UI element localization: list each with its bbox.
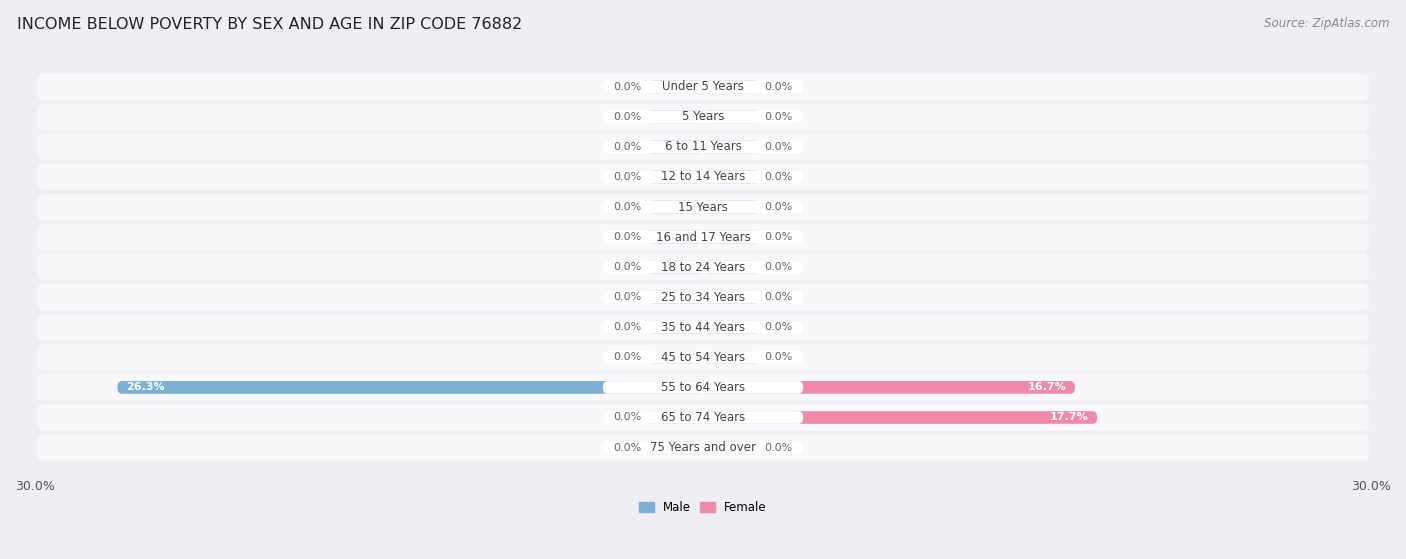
- Text: 0.0%: 0.0%: [614, 202, 643, 212]
- FancyBboxPatch shape: [703, 231, 759, 243]
- Text: 0.0%: 0.0%: [614, 172, 643, 182]
- FancyBboxPatch shape: [37, 164, 1369, 190]
- FancyBboxPatch shape: [703, 141, 759, 153]
- FancyBboxPatch shape: [703, 291, 759, 304]
- Text: 0.0%: 0.0%: [763, 112, 792, 122]
- Text: 0.0%: 0.0%: [614, 82, 643, 92]
- FancyBboxPatch shape: [703, 111, 759, 123]
- Text: 65 to 74 Years: 65 to 74 Years: [661, 411, 745, 424]
- FancyBboxPatch shape: [603, 111, 803, 123]
- FancyBboxPatch shape: [647, 170, 703, 183]
- Text: 16.7%: 16.7%: [1028, 382, 1066, 392]
- Text: 0.0%: 0.0%: [614, 323, 643, 332]
- Text: 75 Years and over: 75 Years and over: [650, 441, 756, 454]
- Text: Source: ZipAtlas.com: Source: ZipAtlas.com: [1264, 17, 1389, 30]
- FancyBboxPatch shape: [703, 441, 759, 454]
- FancyBboxPatch shape: [37, 314, 1369, 340]
- Legend: Male, Female: Male, Female: [640, 501, 766, 514]
- FancyBboxPatch shape: [603, 441, 803, 454]
- FancyBboxPatch shape: [647, 231, 703, 243]
- FancyBboxPatch shape: [603, 201, 803, 214]
- FancyBboxPatch shape: [37, 404, 1369, 431]
- FancyBboxPatch shape: [603, 351, 803, 364]
- FancyBboxPatch shape: [703, 201, 759, 214]
- FancyBboxPatch shape: [37, 103, 1369, 130]
- Text: 17.7%: 17.7%: [1050, 413, 1088, 423]
- FancyBboxPatch shape: [37, 344, 1369, 371]
- Text: 0.0%: 0.0%: [614, 142, 643, 152]
- Text: 0.0%: 0.0%: [614, 292, 643, 302]
- FancyBboxPatch shape: [603, 261, 803, 273]
- FancyBboxPatch shape: [703, 80, 759, 93]
- FancyBboxPatch shape: [603, 321, 803, 334]
- Text: 35 to 44 Years: 35 to 44 Years: [661, 321, 745, 334]
- Text: 5 Years: 5 Years: [682, 110, 724, 124]
- Text: 18 to 24 Years: 18 to 24 Years: [661, 260, 745, 274]
- Text: 0.0%: 0.0%: [763, 292, 792, 302]
- Text: 0.0%: 0.0%: [763, 232, 792, 242]
- Text: 0.0%: 0.0%: [763, 443, 792, 453]
- FancyBboxPatch shape: [37, 224, 1369, 250]
- Text: 0.0%: 0.0%: [614, 413, 643, 423]
- FancyBboxPatch shape: [603, 411, 803, 424]
- FancyBboxPatch shape: [37, 74, 1369, 100]
- FancyBboxPatch shape: [647, 351, 703, 364]
- FancyBboxPatch shape: [603, 170, 803, 183]
- FancyBboxPatch shape: [603, 291, 803, 304]
- FancyBboxPatch shape: [603, 381, 803, 394]
- FancyBboxPatch shape: [603, 80, 803, 93]
- FancyBboxPatch shape: [703, 261, 759, 273]
- Text: 0.0%: 0.0%: [614, 112, 643, 122]
- Text: 0.0%: 0.0%: [763, 202, 792, 212]
- FancyBboxPatch shape: [603, 141, 803, 153]
- FancyBboxPatch shape: [647, 261, 703, 273]
- FancyBboxPatch shape: [703, 411, 1097, 424]
- FancyBboxPatch shape: [647, 291, 703, 304]
- Text: 0.0%: 0.0%: [763, 262, 792, 272]
- FancyBboxPatch shape: [37, 254, 1369, 281]
- Text: 0.0%: 0.0%: [763, 172, 792, 182]
- FancyBboxPatch shape: [647, 411, 703, 424]
- Text: 12 to 14 Years: 12 to 14 Years: [661, 170, 745, 183]
- Text: 0.0%: 0.0%: [763, 82, 792, 92]
- FancyBboxPatch shape: [603, 231, 803, 243]
- FancyBboxPatch shape: [647, 201, 703, 214]
- FancyBboxPatch shape: [37, 434, 1369, 461]
- Text: INCOME BELOW POVERTY BY SEX AND AGE IN ZIP CODE 76882: INCOME BELOW POVERTY BY SEX AND AGE IN Z…: [17, 17, 522, 32]
- Text: 0.0%: 0.0%: [614, 232, 643, 242]
- FancyBboxPatch shape: [647, 321, 703, 334]
- FancyBboxPatch shape: [37, 284, 1369, 310]
- FancyBboxPatch shape: [647, 80, 703, 93]
- FancyBboxPatch shape: [703, 170, 759, 183]
- Text: 26.3%: 26.3%: [127, 382, 165, 392]
- Text: 6 to 11 Years: 6 to 11 Years: [665, 140, 741, 153]
- Text: 0.0%: 0.0%: [763, 323, 792, 332]
- Text: 0.0%: 0.0%: [614, 443, 643, 453]
- Text: 55 to 64 Years: 55 to 64 Years: [661, 381, 745, 394]
- FancyBboxPatch shape: [117, 381, 703, 394]
- FancyBboxPatch shape: [37, 134, 1369, 160]
- Text: 15 Years: 15 Years: [678, 201, 728, 214]
- Text: 0.0%: 0.0%: [763, 352, 792, 362]
- FancyBboxPatch shape: [703, 381, 1076, 394]
- Text: 45 to 54 Years: 45 to 54 Years: [661, 351, 745, 364]
- Text: 25 to 34 Years: 25 to 34 Years: [661, 291, 745, 304]
- FancyBboxPatch shape: [703, 321, 759, 334]
- Text: 0.0%: 0.0%: [614, 262, 643, 272]
- FancyBboxPatch shape: [647, 111, 703, 123]
- FancyBboxPatch shape: [647, 141, 703, 153]
- Text: 0.0%: 0.0%: [763, 142, 792, 152]
- FancyBboxPatch shape: [37, 374, 1369, 401]
- FancyBboxPatch shape: [647, 441, 703, 454]
- FancyBboxPatch shape: [703, 351, 759, 364]
- Text: Under 5 Years: Under 5 Years: [662, 80, 744, 93]
- FancyBboxPatch shape: [37, 194, 1369, 220]
- Text: 0.0%: 0.0%: [614, 352, 643, 362]
- Text: 16 and 17 Years: 16 and 17 Years: [655, 231, 751, 244]
